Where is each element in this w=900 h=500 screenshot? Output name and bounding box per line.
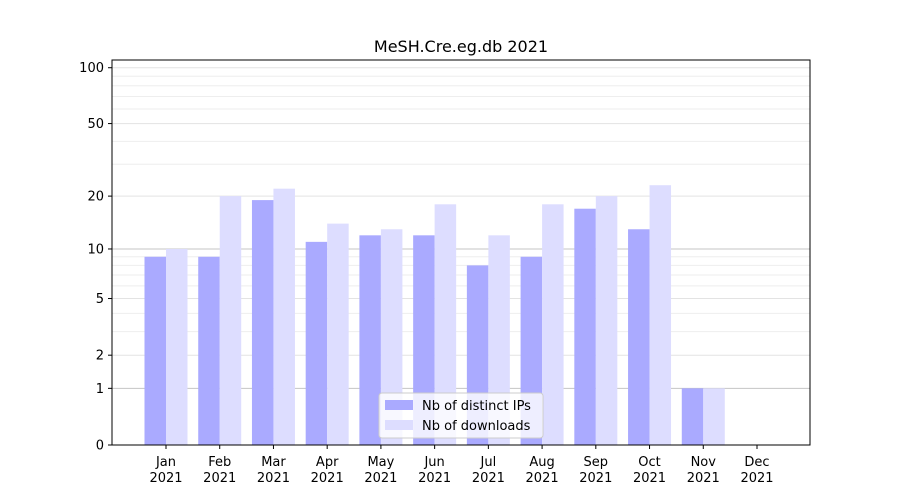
bar-downloads [703,388,725,445]
x-tick-label: Jul 2021 [472,455,505,486]
bar-downloads [219,196,242,445]
x-tick-label: Aug 2021 [526,455,559,486]
bar-distinct-ips [305,241,328,445]
bar-distinct-ips [144,256,166,445]
bar-distinct-ips [359,235,381,445]
bar-distinct-ips [198,256,220,445]
bar-downloads [380,229,403,445]
legend-label: Nb of downloads [422,419,531,434]
x-tick-label: Feb 2021 [203,455,236,486]
x-tick-label: Jun 2021 [418,455,451,486]
bar-downloads [542,204,564,445]
x-tick-label: Oct 2021 [633,455,666,486]
bar-downloads [434,204,457,445]
y-tick-label: 5 [96,292,104,307]
y-tick-label: 2 [96,349,104,364]
bar-distinct-ips [628,229,650,445]
legend-swatch [385,400,413,410]
y-tick-label: 20 [87,190,104,205]
bar-downloads [166,248,188,445]
bar-distinct-ips [574,208,596,445]
x-tick-label: Apr 2021 [311,455,344,486]
x-tick-label: Jan 2021 [149,455,182,486]
x-axis: Jan 2021 Feb 2021 Mar 2021 Apr 2021 May 2021 Jun 20… [149,445,774,486]
x-tick-label: May 2021 [364,455,397,486]
chart-title: MeSH.Cre.eg.db 2021 [374,37,548,56]
y-tick-label: 0 [96,439,104,454]
bar-downloads [327,223,349,445]
legend-swatch [385,420,413,430]
y-tick-label: 1 [96,382,104,397]
x-tick-label: Nov 2021 [687,455,720,486]
bar-distinct-ips [681,388,704,445]
bar-downloads [273,188,295,445]
plot-frame [111,59,811,446]
bar-downloads [649,185,672,445]
legend: Nb of distinct IPs Nb of downloads [378,392,544,439]
legend-label: Nb of distinct IPs [422,399,531,414]
bar-downloads [595,196,618,445]
x-tick-label: Sep 2021 [579,455,612,486]
y-tick-label: 100 [79,61,104,76]
x-tick-label: Mar 2021 [257,455,290,486]
y-tick-label: 10 [87,242,104,257]
legend-box [378,392,544,439]
y-axis: 0 1 2 5 10 20 50 100 [79,61,112,454]
y-tick-label: 50 [87,117,104,132]
x-tick-label: Dec 2021 [740,455,773,486]
bar-distinct-ips [251,200,274,445]
